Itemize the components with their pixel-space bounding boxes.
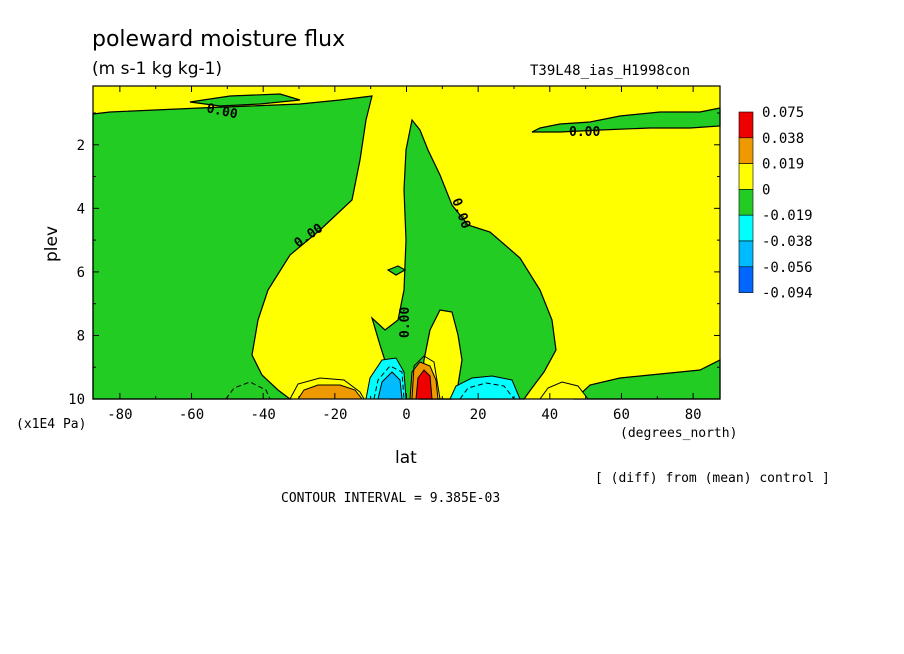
plot-area: 0.00 0.00 0.00 0.00 0.00 <box>92 85 721 400</box>
colorbar-swatch <box>738 214 754 242</box>
x-tick-label: 20 <box>470 407 487 423</box>
solid-contour-2 <box>411 355 441 400</box>
colorbar-label: 0.075 <box>762 105 804 121</box>
diff-note: [ (diff) from (mean) control ] <box>595 471 830 486</box>
green-region-top-south <box>189 93 301 107</box>
colorbar-label: -0.038 <box>762 234 813 250</box>
y-tick-label: 6 <box>77 265 85 281</box>
x-tick-label: 60 <box>613 407 630 423</box>
dashed-contour-1 <box>225 381 271 400</box>
y-axis: 2 4 6 8 10 <box>68 112 720 408</box>
y-axis-label: plev <box>42 226 62 262</box>
colorbar-label: -0.094 <box>762 286 813 302</box>
colorbar-swatch <box>738 266 754 293</box>
chart-title: poleward moisture flux <box>92 27 345 52</box>
x-tick-label: -20 <box>322 407 347 423</box>
colorbar-label: 0.019 <box>762 157 804 173</box>
x-axis-unit: (degrees_north) <box>620 426 737 441</box>
x-tick-label: -60 <box>179 407 204 423</box>
green-blob-mid <box>386 265 407 276</box>
y-tick-label: 4 <box>77 201 85 217</box>
x-tick-label: 80 <box>685 407 702 423</box>
x-axis-label: lat <box>395 448 417 468</box>
colorbar-swatch <box>738 111 754 139</box>
colorbar-label: 0 <box>762 182 770 198</box>
solid-contour-1 <box>289 377 365 400</box>
contour-label-5: 0.00 <box>398 307 413 338</box>
y-tick-label: 10 <box>68 392 85 408</box>
colorbar: 0.075 0.038 0.019 0 -0.019 -0.038 -0.056 -0.094 <box>738 105 813 302</box>
colorbar-swatch <box>738 163 754 190</box>
x-axis: -80 -60 -40 -20 0 20 40 60 80 <box>107 86 702 423</box>
x-tick-label: -40 <box>251 407 276 423</box>
x-tick-label: 40 <box>541 407 558 423</box>
x-tick-label: 0 <box>402 407 410 423</box>
x-tick-label: -80 <box>107 407 132 423</box>
colorbar-label: -0.019 <box>762 208 813 224</box>
colorbar-label: 0.038 <box>762 131 804 147</box>
dashed-contour-2 <box>459 382 515 400</box>
y-tick-label: 2 <box>77 138 85 154</box>
dashed-contour-3 <box>373 365 405 400</box>
colorbar-label: -0.056 <box>762 260 813 276</box>
green-region-south <box>92 95 373 400</box>
contour-label-2: 0.00 <box>569 125 600 140</box>
green-region-north <box>531 107 721 133</box>
y-axis-unit: (x1E4 Pa) <box>16 417 86 432</box>
contour-label-1: 0.00 <box>205 101 239 122</box>
y-tick-label: 8 <box>77 328 85 344</box>
run-label: T39L48_ias_H1998con <box>530 63 690 79</box>
colorbar-swatch <box>738 189 754 216</box>
colorbar-swatch <box>738 137 754 164</box>
green-region-tropics <box>370 118 557 400</box>
contour-interval: CONTOUR INTERVAL = 9.385E-03 <box>281 491 500 506</box>
colorbar-swatch <box>738 240 754 268</box>
chart-units: (m s-1 kg kg-1) <box>92 59 222 79</box>
